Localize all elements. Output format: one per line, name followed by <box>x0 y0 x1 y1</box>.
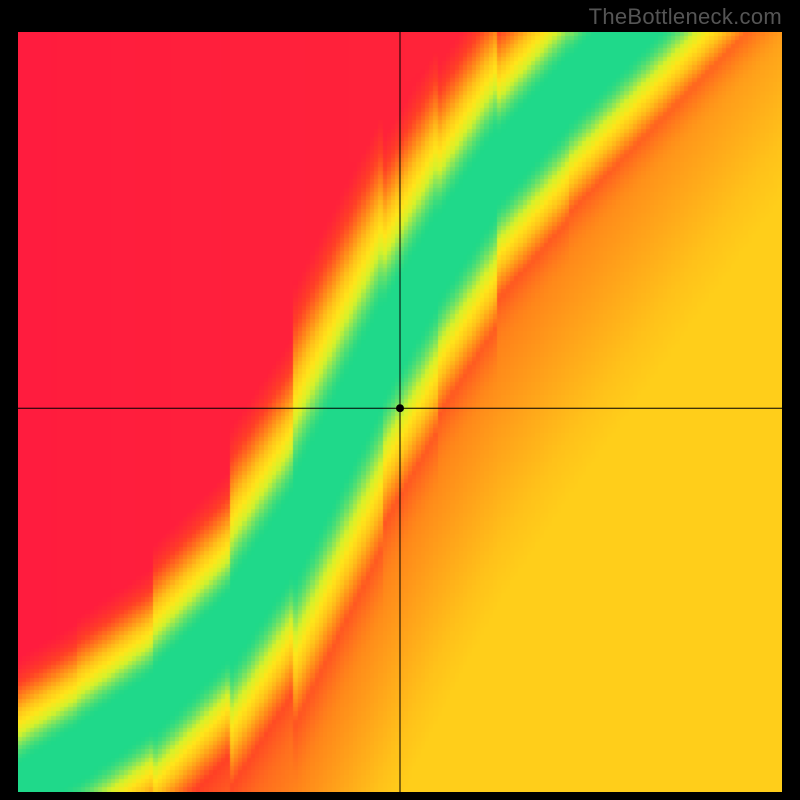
crosshair-overlay <box>18 32 782 792</box>
crosshair <box>18 32 782 792</box>
watermark-text: TheBottleneck.com <box>589 4 782 30</box>
